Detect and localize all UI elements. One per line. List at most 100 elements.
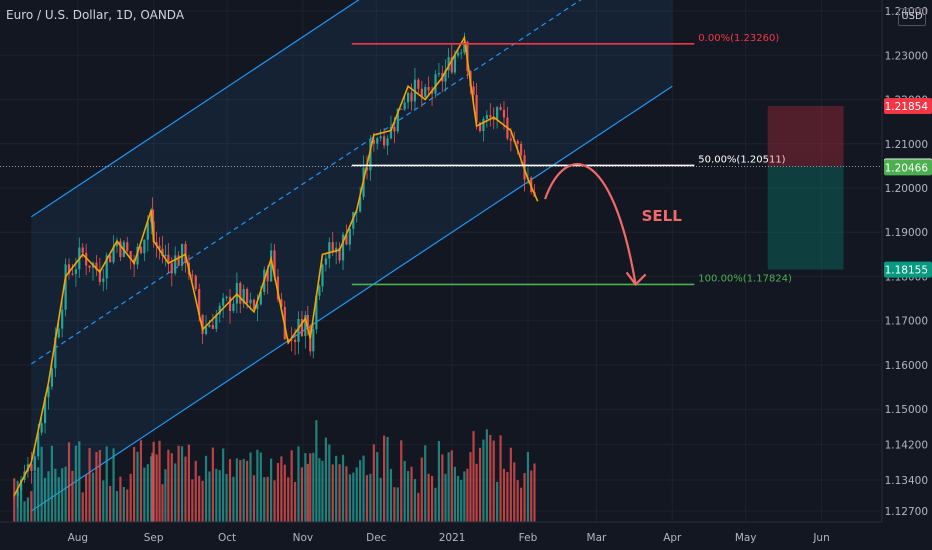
candle-body	[516, 140, 519, 144]
volume-bar	[420, 457, 423, 522]
candle-body	[126, 242, 129, 252]
candle-body	[256, 304, 259, 309]
volume-bar	[211, 447, 214, 522]
volume-bar	[309, 453, 312, 522]
volume-bar	[64, 466, 67, 522]
candle-body	[115, 241, 119, 247]
candle-body	[300, 318, 304, 337]
x-tick-label: Mar	[587, 532, 607, 544]
volume-bar	[369, 473, 372, 522]
candle-body	[430, 90, 434, 94]
candle-body	[453, 55, 457, 73]
volume-bar	[400, 440, 403, 522]
x-tick-label: Apr	[663, 532, 682, 544]
volume-bar	[355, 467, 358, 522]
price-label: 1.20466	[885, 162, 929, 174]
volume-bar	[359, 460, 362, 522]
y-tick-label: 1.14200	[885, 440, 928, 452]
volume-bar	[249, 452, 252, 522]
candle-body	[54, 337, 57, 369]
candle-body	[198, 289, 201, 315]
candle-body	[389, 126, 393, 139]
sell-arrow	[544, 163, 637, 285]
candle-body	[109, 255, 112, 263]
volume-bar	[460, 479, 463, 522]
candle-body	[50, 368, 54, 387]
volume-bar	[269, 458, 273, 522]
volume-bar	[489, 434, 492, 522]
volume-bar	[410, 466, 413, 522]
volume-bar	[506, 472, 509, 522]
volume-bar	[187, 444, 190, 522]
volume-bar	[133, 447, 136, 522]
candle-body	[478, 122, 482, 131]
candle-body	[309, 325, 312, 352]
candle-body	[167, 254, 170, 264]
volume-bar	[232, 476, 235, 522]
candle-body	[13, 495, 16, 497]
volume-bar	[453, 466, 457, 522]
volume-bar	[191, 479, 194, 522]
candle-body	[318, 286, 321, 296]
volume-bar	[513, 462, 516, 522]
candle-body	[417, 79, 420, 89]
candle-body	[290, 339, 293, 341]
candle-body	[191, 274, 194, 276]
volume-bar	[85, 474, 88, 522]
volume-bar	[239, 459, 242, 522]
volume-bar	[509, 447, 512, 522]
y-tick-label: 1.17000	[885, 316, 928, 328]
candle-body	[520, 143, 523, 156]
volume-bar	[321, 460, 324, 522]
candle-body	[43, 397, 47, 424]
price-label-bg	[884, 159, 932, 176]
price-label-bg	[884, 261, 932, 278]
volume-bar	[472, 431, 475, 522]
x-tick-label: 2021	[439, 532, 466, 544]
currency-button[interactable]: USD	[898, 8, 926, 26]
candle-body	[98, 269, 101, 283]
candle-body	[161, 248, 164, 256]
candle-body	[359, 196, 362, 212]
volume-bar	[318, 458, 321, 522]
candle-body	[365, 167, 369, 171]
volume-bar	[198, 475, 201, 522]
volume-bar	[427, 473, 430, 522]
volume-bar	[280, 456, 283, 522]
volume-bar	[496, 481, 499, 522]
volume-bar	[417, 492, 420, 522]
volume-bar	[523, 473, 526, 522]
candle-body	[95, 262, 98, 270]
candle-body	[403, 102, 406, 110]
candle-body	[338, 247, 341, 261]
volume-bar	[492, 440, 495, 522]
candle-body	[204, 327, 208, 335]
y-tick-label: 1.12700	[885, 506, 928, 518]
volume-bar	[180, 446, 184, 522]
volume-bar	[406, 470, 410, 522]
candle-body	[437, 73, 441, 75]
candle-body	[352, 212, 355, 229]
x-tick-label: Aug	[68, 532, 89, 544]
candle-body	[252, 299, 256, 309]
candle-body	[158, 245, 161, 249]
volume-bar	[499, 435, 502, 522]
volume-bar	[441, 454, 444, 522]
candle-body	[143, 239, 146, 254]
candle-body	[119, 241, 122, 258]
volume-bar	[475, 463, 478, 522]
volume-bar	[71, 470, 74, 522]
volume-bar	[273, 480, 276, 522]
candle-body	[447, 57, 450, 71]
candle-body	[315, 295, 318, 330]
volume-bar	[348, 474, 351, 522]
volume-bar	[324, 437, 327, 522]
volume-bar	[312, 452, 315, 522]
volume-bar	[383, 435, 386, 522]
y-tick-label: 1.13400	[885, 475, 928, 487]
volume-bar	[266, 476, 269, 522]
volume-bar	[174, 463, 177, 522]
volume-bar	[352, 472, 355, 522]
candle-body	[393, 126, 396, 132]
